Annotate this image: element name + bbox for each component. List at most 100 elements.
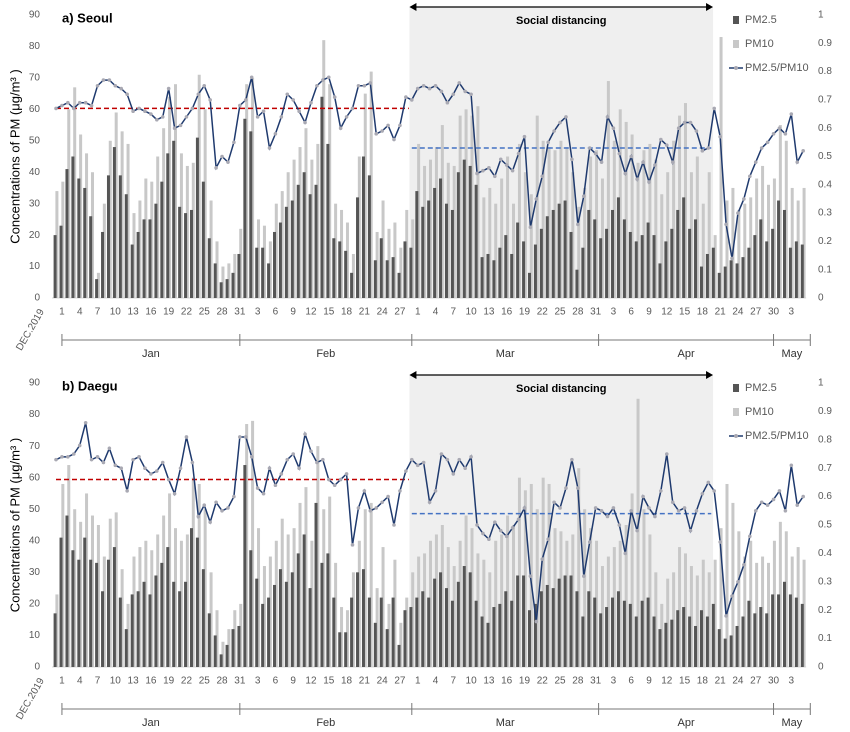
x-tick-label: 15 (679, 307, 691, 318)
bar (363, 509, 367, 667)
x-tick-label: 3 (611, 676, 617, 687)
line-marker (623, 551, 628, 556)
bar (102, 203, 106, 298)
bar (628, 231, 632, 298)
bar (494, 540, 498, 667)
line-marker (220, 154, 224, 159)
line-marker (635, 528, 639, 533)
bar (124, 194, 128, 298)
bar (522, 575, 526, 667)
line-marker (380, 129, 384, 133)
x-tick-label: 25 (554, 307, 566, 318)
bar (600, 566, 604, 667)
bar (719, 528, 723, 667)
bar (298, 147, 302, 298)
bar (334, 562, 338, 667)
bar (476, 553, 480, 667)
bar (765, 613, 769, 667)
bar (462, 159, 466, 298)
bar (112, 147, 116, 298)
bar (239, 603, 243, 667)
line-marker (475, 523, 479, 527)
bar (178, 206, 182, 298)
x-tick-label: 1 (59, 676, 65, 687)
bar (262, 566, 266, 667)
bar (79, 134, 83, 298)
bar (112, 547, 116, 667)
bar (506, 156, 510, 298)
line-marker (285, 457, 290, 462)
line-marker (801, 494, 805, 499)
bar (237, 625, 241, 667)
bar (138, 547, 142, 667)
line-marker (155, 469, 159, 473)
line-marker (77, 443, 82, 448)
line-marker (178, 123, 183, 128)
bar (743, 203, 747, 298)
bar (221, 266, 225, 298)
bar (213, 635, 217, 667)
line-marker (552, 500, 556, 505)
panel-title: a) Seoul (62, 10, 113, 25)
y-tick-label: 20 (29, 599, 41, 610)
bar (747, 247, 751, 298)
bar (539, 228, 543, 298)
annotation: Social distancing (516, 15, 606, 27)
bar (209, 572, 213, 667)
bar (666, 172, 670, 298)
bar (405, 209, 409, 298)
bar (434, 534, 438, 667)
bar (749, 540, 753, 667)
bar (344, 632, 348, 667)
bar (500, 534, 504, 667)
line-marker (724, 222, 728, 227)
line-marker (635, 177, 639, 181)
line-marker (362, 489, 367, 493)
bar (261, 603, 265, 667)
bar (215, 610, 219, 667)
x-tick-label: 31 (234, 676, 246, 687)
line-marker (160, 460, 165, 465)
bar (268, 556, 272, 667)
y-tick-label: 30 (29, 198, 41, 209)
y-tick-label: 70 (29, 73, 41, 84)
line-marker (415, 86, 420, 91)
bar (292, 159, 296, 298)
x-tick-label: 24 (732, 676, 744, 687)
x-tick-label: 9 (646, 676, 652, 687)
bar (717, 629, 721, 667)
bar (397, 272, 401, 298)
bar (379, 238, 383, 298)
bar (262, 225, 266, 298)
line-marker (160, 115, 165, 119)
bar (456, 172, 460, 298)
bar (203, 109, 207, 298)
bar (492, 607, 496, 667)
bar (328, 84, 332, 298)
bar (168, 493, 172, 667)
x-tick-label: 18 (341, 307, 353, 318)
bar (683, 103, 687, 299)
y2-tick-label: 0.1 (818, 633, 832, 644)
line-marker (759, 146, 764, 150)
bar (611, 597, 615, 667)
bar (672, 140, 676, 298)
bar (701, 559, 705, 667)
bar (195, 137, 199, 298)
bar (310, 159, 314, 298)
bar (427, 200, 431, 298)
bar (433, 578, 437, 667)
bar (642, 509, 646, 667)
bar (423, 165, 427, 298)
bar (231, 629, 235, 667)
line-marker (552, 129, 556, 133)
x-tick-label: 22 (181, 676, 193, 687)
line-marker (184, 115, 189, 119)
bar (286, 534, 290, 667)
line-marker (463, 466, 467, 471)
bar (191, 162, 195, 298)
line-marker (736, 211, 740, 215)
bar (755, 562, 759, 667)
bar (670, 619, 674, 667)
line-marker (445, 457, 450, 462)
